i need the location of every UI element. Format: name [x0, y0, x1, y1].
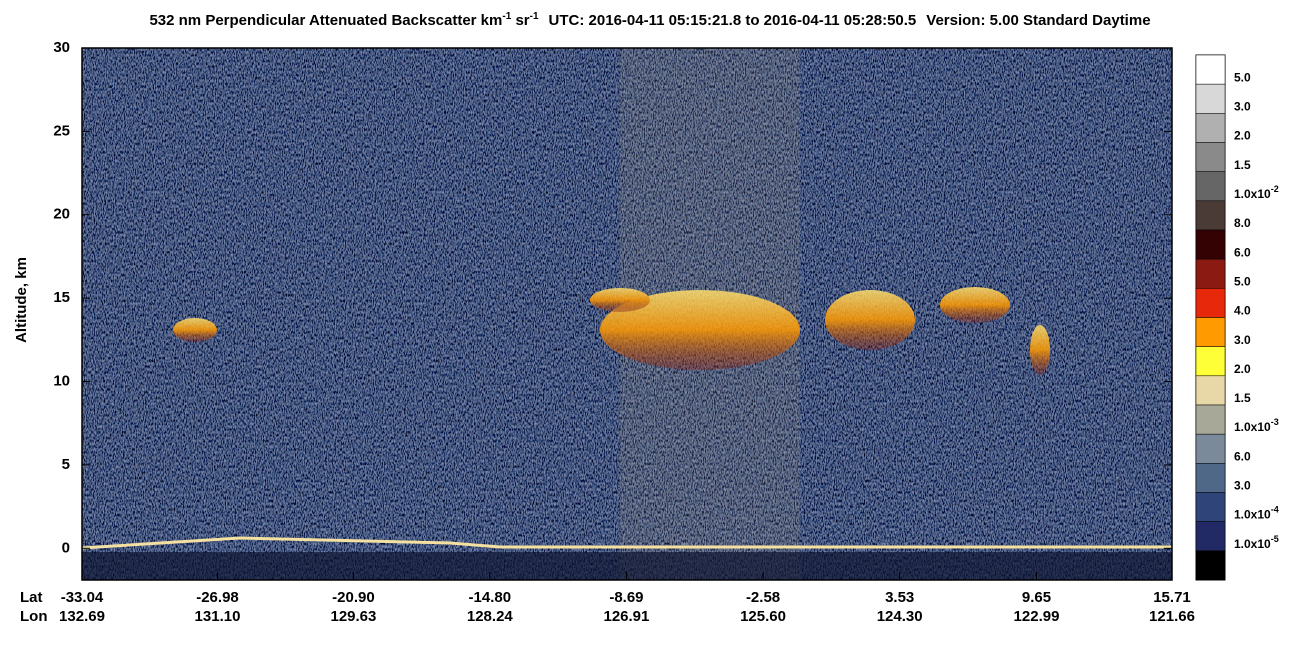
- colorbar-label: 3.0: [1234, 100, 1251, 114]
- colorbar-swatch: [1195, 375, 1226, 406]
- colorbar-label: 5.0: [1234, 275, 1251, 289]
- x2-tick-label: 129.63: [330, 608, 376, 625]
- colorbar-swatch: [1195, 171, 1226, 202]
- title-text: sr: [511, 12, 530, 29]
- y-tick-label: 30: [53, 39, 70, 56]
- x2-tick-label: 131.10: [195, 608, 241, 625]
- y-tick-label: 0: [62, 539, 70, 556]
- x2-tick-label: 126.91: [603, 608, 649, 625]
- title-text: 532 nm Perpendicular Attenuated Backscat…: [149, 12, 502, 29]
- colorbar-label-text: 1.0x10: [1234, 187, 1271, 201]
- x2-tick-label: 124.30: [877, 608, 923, 625]
- x2-tick-label: 122.99: [1014, 608, 1060, 625]
- colorbar-swatch: [1195, 200, 1226, 231]
- colorbar-label: 5.0: [1234, 70, 1251, 84]
- colorbar-swatch: [1195, 463, 1226, 493]
- colorbar-label-sup: -2: [1271, 184, 1279, 194]
- colorbar-label: 1.5: [1234, 391, 1251, 405]
- colorbar-swatch: [1195, 346, 1226, 377]
- colorbar-swatch: [1195, 83, 1226, 114]
- x-axis-label: Lat: [20, 589, 43, 606]
- chart-title: 532 nm Perpendicular Attenuated Backscat…: [149, 11, 1150, 29]
- colorbar-label-sup: -5: [1271, 534, 1279, 544]
- colorbar-label: 6.0: [1234, 450, 1251, 464]
- colorbar-swatch: [1195, 113, 1226, 143]
- colorbar-swatch: [1195, 54, 1226, 85]
- y-tick-label: 25: [53, 122, 70, 139]
- colorbar-label: 2.0: [1234, 362, 1251, 376]
- colorbar-label-sup: -4: [1271, 505, 1279, 515]
- x2-tick-label: 128.24: [467, 608, 514, 625]
- y-tick-label: 5: [62, 456, 70, 473]
- colorbar-swatch: [1195, 550, 1226, 581]
- y-tick-label: 10: [53, 373, 70, 390]
- x-tick-label: -20.90: [332, 589, 375, 606]
- colorbar-label: 1.0x10-2: [1234, 184, 1279, 201]
- colorbar-swatch: [1195, 492, 1226, 522]
- y-tick-label: 15: [53, 289, 70, 306]
- colorbar-label: 2.0: [1234, 129, 1251, 143]
- title-text: Version: 5.00 Standard Daytime: [926, 12, 1150, 29]
- x-tick-label: -14.80: [469, 589, 512, 606]
- colorbar-swatch: [1195, 317, 1226, 347]
- title-sup: -1: [502, 11, 511, 22]
- x2-axis-label: Lon: [20, 608, 48, 625]
- colorbar-swatch: [1195, 404, 1226, 435]
- colorbar-label: 1.0x10-4: [1234, 505, 1279, 522]
- colorbar-label: 3.0: [1234, 333, 1251, 347]
- x-tick-label: -2.58: [746, 589, 780, 606]
- x-tick-label: -8.69: [609, 589, 643, 606]
- colorbar-label: 1.0x10-3: [1234, 418, 1279, 435]
- colorbar-swatch: [1195, 288, 1226, 318]
- x-tick-label: -26.98: [196, 589, 239, 606]
- plot-image: [81, 48, 1172, 580]
- cloud-features: [173, 287, 1050, 375]
- colorbar-label: 8.0: [1234, 216, 1251, 230]
- colorbar-label: 3.0: [1234, 479, 1251, 493]
- x-tick-label: -33.04: [61, 589, 104, 606]
- surface-return: [81, 536, 1172, 550]
- colorbar-label: 6.0: [1234, 245, 1251, 259]
- y-axis-label: Altitude, km: [13, 257, 30, 343]
- plot-frame: [81, 47, 1173, 581]
- colorbar-swatch: [1195, 229, 1226, 260]
- colorbar-label: 1.5: [1234, 158, 1251, 172]
- x-tick-label: 9.65: [1022, 589, 1051, 606]
- colorbar-swatch: [1195, 521, 1226, 552]
- colorbar-label: 1.0x10-5: [1234, 534, 1279, 551]
- x-tick-label: 3.53: [885, 589, 914, 606]
- colorbar-label-text: 1.0x10: [1234, 508, 1271, 522]
- colorbar-label-text: 1.0x10: [1234, 537, 1271, 551]
- colorbar-swatch: [1195, 433, 1226, 464]
- surface-band: [82, 552, 1172, 580]
- colorbar-label-text: 1.0x10: [1234, 420, 1271, 434]
- y-tick-label: 20: [53, 206, 70, 223]
- title-sup: -1: [530, 11, 539, 22]
- x2-tick-label: 132.69: [59, 608, 105, 625]
- colorbar-swatch: [1195, 142, 1226, 172]
- title-text: UTC: 2016-04-11 05:15:21.8 to 2016-04-11…: [549, 12, 917, 29]
- x-tick-label: 15.71: [1153, 589, 1191, 606]
- colorbar-label: 4.0: [1234, 304, 1251, 318]
- colorbar-swatch: [1195, 258, 1226, 289]
- x2-tick-label: 125.60: [740, 608, 786, 625]
- colorbar-label-sup: -3: [1271, 418, 1279, 428]
- x2-tick-label: 121.66: [1149, 608, 1195, 625]
